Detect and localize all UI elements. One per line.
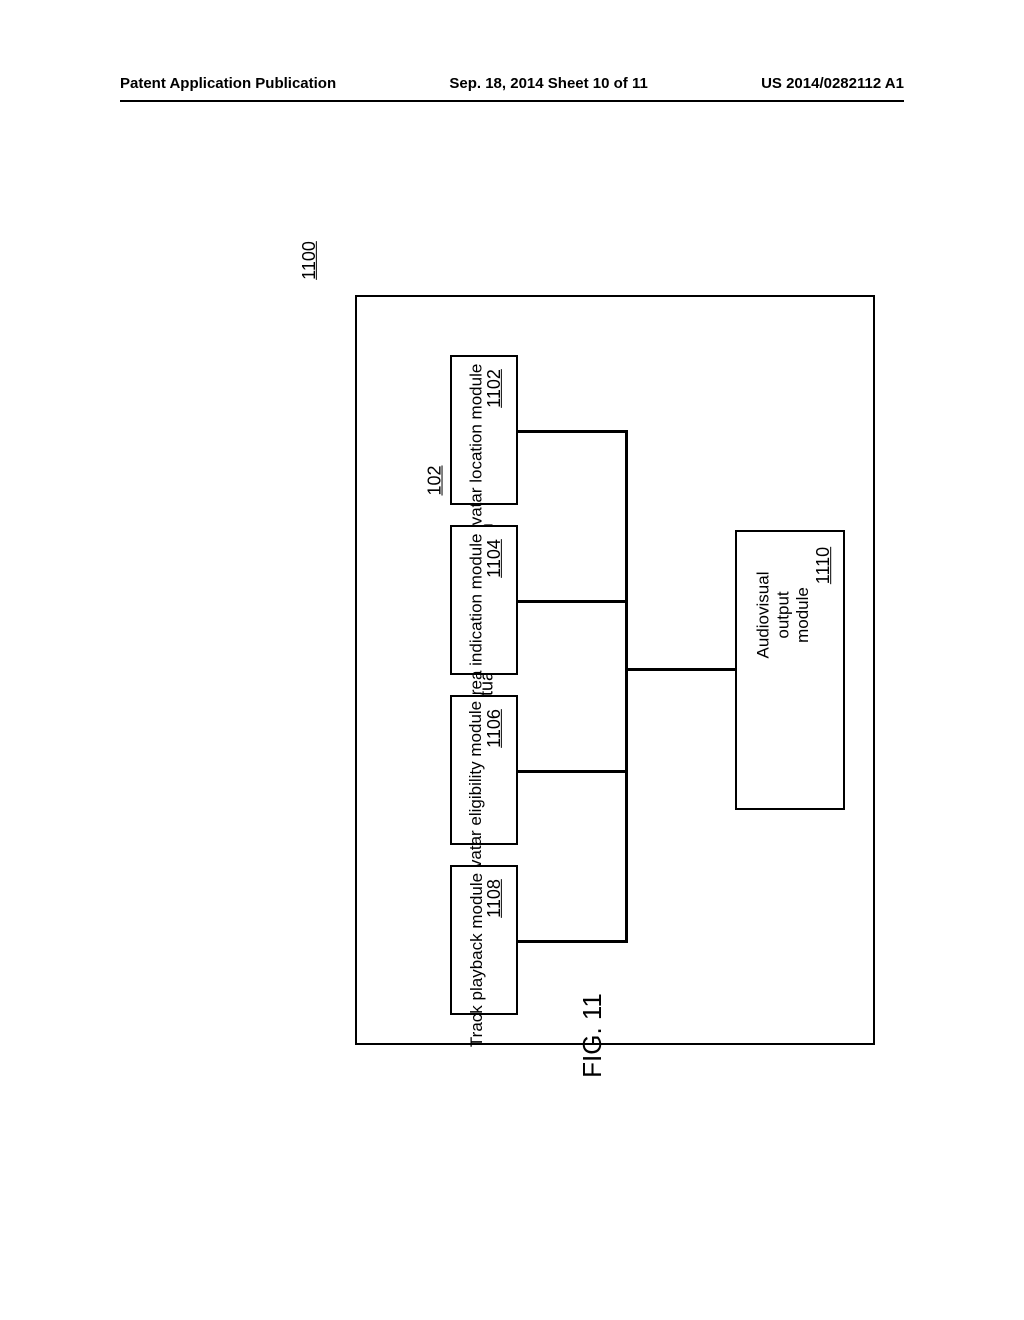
ref-main-v2: 1100 (299, 241, 320, 280)
output-line2: output (774, 591, 794, 638)
conn-mod1 (518, 430, 628, 433)
output-line3: module (793, 587, 813, 643)
header-right: US 2014/0282112 A1 (761, 75, 904, 92)
header-left: Patent Application Publication (120, 75, 336, 92)
mod4-ref: 1108 (484, 879, 505, 918)
figure-label: FIG. 11 (577, 993, 608, 1078)
mod1-ref: 1102 (484, 369, 505, 408)
output-line1: Audiovisual (753, 572, 773, 659)
conn-mod2 (518, 600, 628, 603)
output-ref: 1110 (813, 547, 834, 584)
conn-mod3 (518, 770, 628, 773)
header-divider (120, 100, 904, 102)
header-center: Sep. 18, 2014 Sheet 10 of 11 (449, 75, 647, 92)
ref-102: 102 (425, 465, 446, 495)
conn-mod4 (518, 940, 628, 943)
conn-trunk-output (625, 668, 737, 671)
mod2-ref: 1104 (484, 539, 505, 578)
page-header: Patent Application Publication Sep. 18, … (0, 75, 1024, 92)
trunk (625, 430, 628, 940)
diagram-v2: 1100 Virtual World Application 102 Avata… (140, 170, 760, 1070)
mod3-ref: 1106 (484, 709, 505, 748)
